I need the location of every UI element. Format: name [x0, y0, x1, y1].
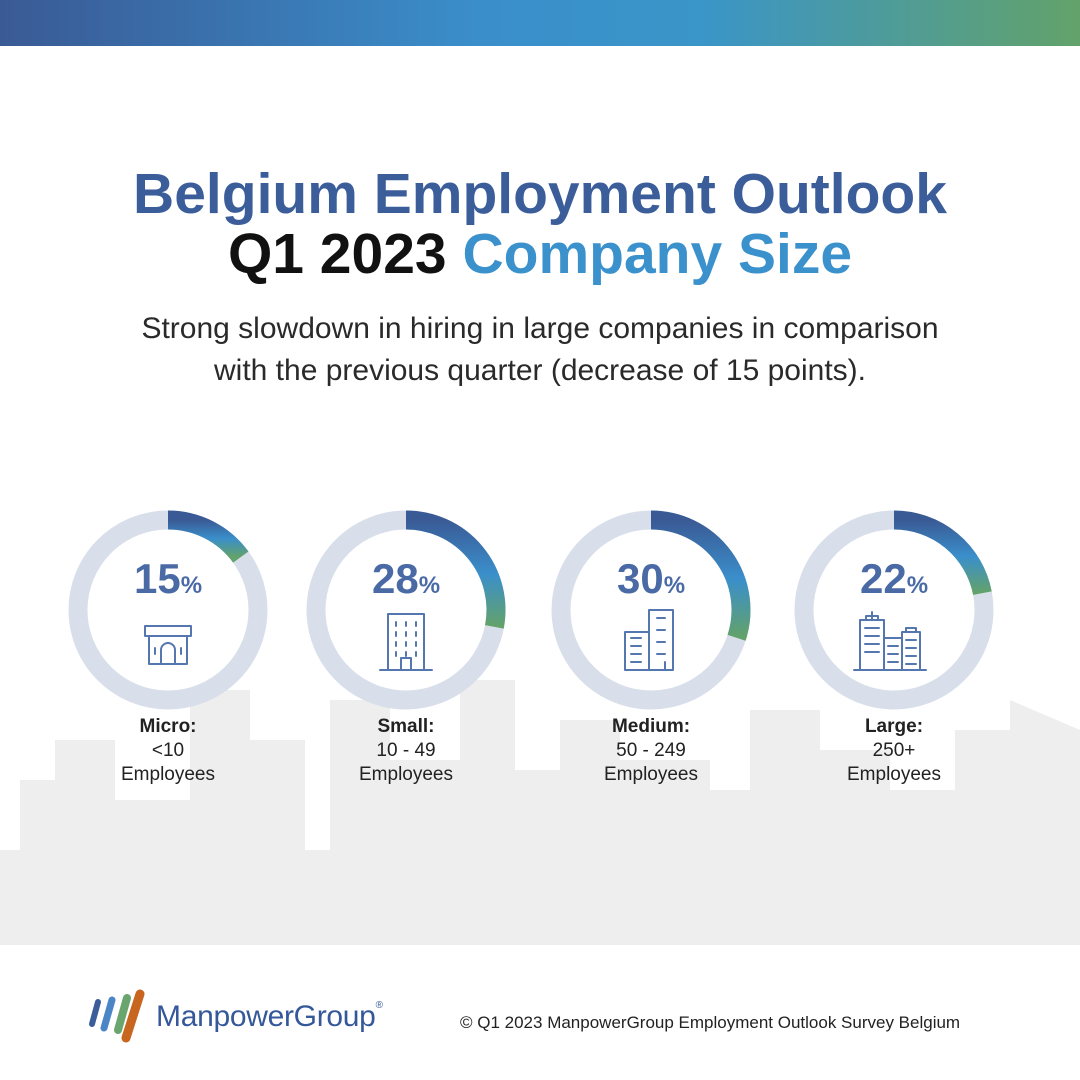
- subtitle-line-2: with the previous quarter (decrease of 1…: [213, 354, 867, 387]
- brand-name-text: ManpowerGroup: [156, 1000, 376, 1033]
- footer: [0, 945, 1080, 1080]
- subtitle: Strong slowdown in hiring in large compa…: [40, 308, 1040, 392]
- two-buildings-icon: [624, 609, 674, 671]
- top-gradient-bar: [0, 0, 1080, 46]
- micro-size-name: Micro:: [139, 716, 197, 737]
- large-size-name: Large:: [864, 716, 924, 737]
- micro-employees-text: Employees: [121, 764, 215, 785]
- micro-value-arc: [167, 510, 249, 563]
- subtitle-line-1: Strong slowdown in hiring in large compa…: [141, 312, 939, 345]
- city-buildings-icon: [853, 611, 927, 671]
- medium-employee-range: 50 - 249: [616, 740, 686, 761]
- medium-size-name: Medium:: [611, 716, 691, 737]
- page-title: Belgium Employment Outlook Q1 2023 Compa…: [0, 164, 1080, 284]
- large-category-label: Large: 250+ Employees: [794, 715, 994, 787]
- micro-category-label: Micro: <10 Employees: [68, 715, 268, 787]
- medium-employees-text: Employees: [604, 764, 698, 785]
- office-building-icon: [379, 613, 433, 671]
- manpowergroup-logo-icon: [89, 989, 145, 1043]
- city-skyline-background: [0, 680, 1080, 945]
- medium-value-label: 30%: [617, 555, 685, 602]
- large-value-arc: [893, 510, 992, 596]
- brand-registered-mark: ®: [375, 1000, 383, 1011]
- medium-category-label: Medium: 50 - 249 Employees: [551, 715, 751, 787]
- small-value-label: 28%: [372, 555, 440, 602]
- copyright-text: © Q1 2023 ManpowerGroup Employment Outlo…: [460, 1013, 961, 1032]
- small-employees-text: Employees: [359, 764, 453, 785]
- small-shop-icon: [144, 625, 192, 665]
- title-quarter: Q1 2023: [227, 222, 447, 286]
- small-employee-range: 10 - 49: [376, 740, 436, 761]
- large-employees-text: Employees: [847, 764, 941, 785]
- small-value-arc: [405, 510, 506, 629]
- micro-value-label: 15%: [134, 555, 202, 602]
- title-line-1: Belgium Employment Outlook: [133, 162, 947, 226]
- small-category-label: Small: 10 - 49 Employees: [306, 715, 506, 787]
- small-size-name: Small:: [377, 716, 435, 737]
- title-line-2: Q1 2023 Company Size: [0, 224, 1080, 284]
- medium-value-arc: [650, 510, 751, 641]
- micro-employee-range: <10: [151, 740, 185, 761]
- title-topic: Company Size: [462, 222, 853, 286]
- brand-name: ManpowerGroup®: [156, 1000, 383, 1034]
- large-employee-range: 250+: [872, 740, 916, 761]
- large-value-label: 22%: [860, 555, 928, 602]
